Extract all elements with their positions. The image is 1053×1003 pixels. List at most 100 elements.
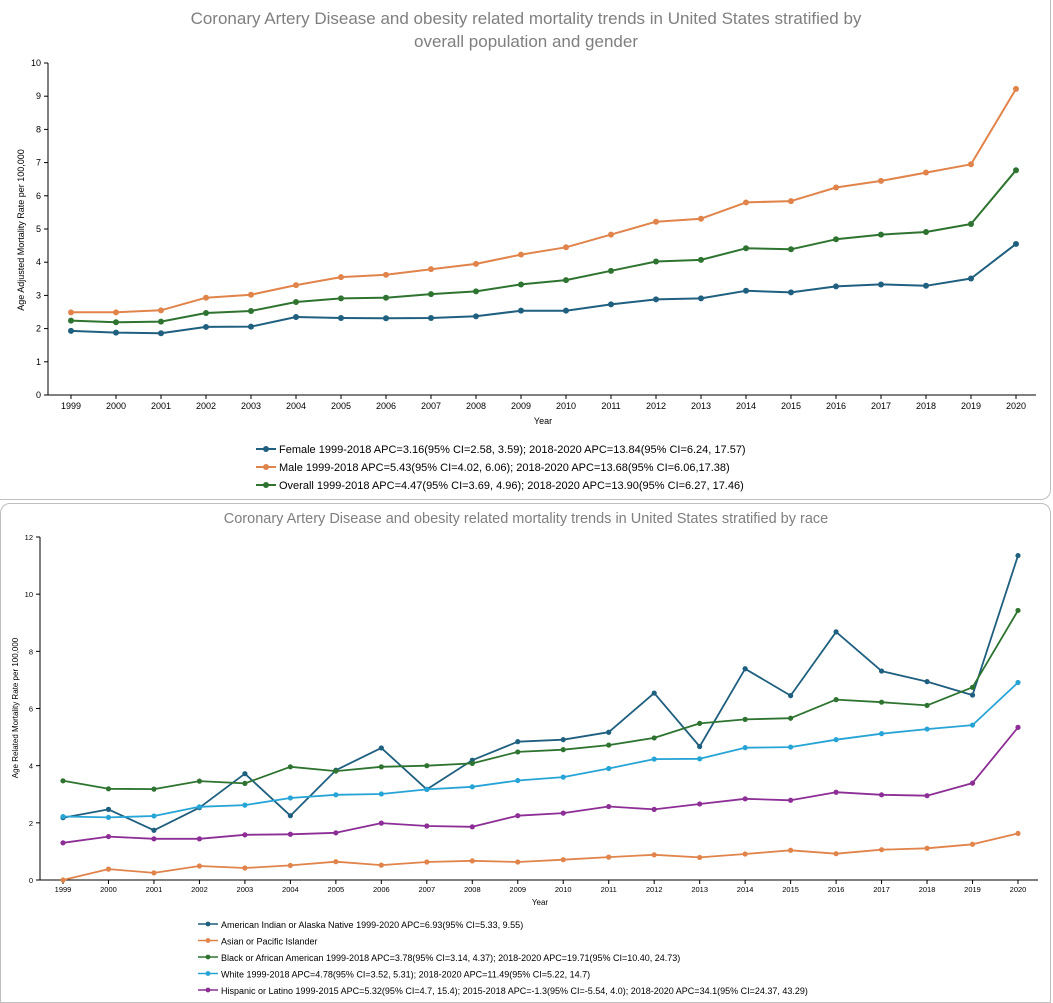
y-tick-label: 9 — [36, 91, 41, 101]
data-point-female — [743, 287, 749, 294]
legend-swatch-marker — [205, 921, 211, 927]
data-point-api — [833, 851, 839, 857]
data-point-female — [338, 314, 344, 321]
data-point-male — [293, 282, 299, 289]
legend-swatch-marker — [205, 938, 211, 943]
data-point-female — [473, 313, 479, 320]
data-point-overall — [1013, 167, 1019, 174]
data-point-hispanic — [697, 801, 703, 807]
x-tick-label: 2003 — [241, 401, 261, 411]
data-point-aian — [105, 806, 112, 812]
data-point-aian — [924, 679, 930, 685]
data-point-overall — [428, 291, 434, 298]
series-line-overall — [70, 169, 1017, 324]
data-point-black — [651, 735, 657, 741]
data-point-overall — [473, 288, 479, 295]
data-point-overall — [203, 309, 209, 316]
data-point-hispanic — [378, 820, 384, 826]
data-point-black — [833, 697, 839, 703]
data-point-male — [923, 169, 929, 176]
data-point-white — [242, 802, 248, 808]
data-point-aian — [1015, 552, 1021, 559]
x-axis-title-top: Year — [534, 416, 552, 426]
x-tick-label: 2004 — [286, 401, 306, 411]
x-tick-label: 2012 — [646, 885, 663, 894]
data-point-male — [653, 218, 659, 225]
x-tick-label: 2007 — [421, 401, 441, 411]
y-tick-label: 12 — [25, 533, 33, 542]
data-point-black — [1015, 607, 1021, 614]
x-tick-label: 2015 — [781, 401, 801, 411]
data-point-black — [151, 786, 157, 792]
x-tick-label: 2014 — [737, 885, 754, 894]
y-tick-label: 5 — [36, 224, 41, 234]
x-tick-label: 2010 — [556, 401, 576, 411]
data-point-api — [378, 862, 384, 868]
legend-item-overall: Overall 1999-2018 APC=4.47(95% CI=3.69, … — [256, 480, 744, 492]
series-hispanic — [60, 724, 1021, 846]
chart-title-race: Coronary Artery Disease and obesity rela… — [224, 511, 828, 527]
data-point-male — [608, 231, 614, 238]
legend-swatch-marker — [205, 954, 211, 960]
data-point-black — [924, 702, 930, 708]
x-tick-label: 2017 — [871, 401, 891, 411]
data-point-female — [698, 295, 704, 302]
data-point-male — [518, 251, 524, 258]
data-point-white — [151, 813, 157, 819]
y-tick-label: 4 — [36, 257, 41, 267]
x-tick-label: 1999 — [55, 885, 72, 894]
data-point-black — [788, 715, 794, 721]
data-point-overall — [563, 277, 569, 284]
legend-gender: Female 1999-2018 APC=3.16(95% CI=2.58, 3… — [256, 444, 746, 492]
data-point-female — [968, 275, 974, 282]
data-point-hispanic — [651, 806, 657, 812]
x-tick-label: 2001 — [151, 401, 171, 411]
data-point-white — [697, 756, 703, 762]
data-point-female — [293, 313, 299, 320]
data-point-aian — [287, 813, 293, 819]
legend-swatch-marker — [205, 971, 211, 976]
data-point-overall — [968, 221, 974, 228]
data-point-overall — [158, 318, 164, 325]
series-line-female — [70, 243, 1017, 335]
x-tick-label: 2005 — [328, 885, 345, 894]
data-point-male — [113, 309, 119, 316]
legend-label: Female 1999-2018 APC=3.16(95% CI=2.58, 3… — [279, 444, 746, 456]
y-tick-label: 2 — [36, 324, 41, 334]
data-point-male — [158, 307, 164, 314]
x-tick-label: 2008 — [466, 401, 486, 411]
data-point-hispanic — [469, 824, 475, 830]
legend-label: Asian or Pacific Islander — [221, 937, 318, 947]
x-tick-label: 2003 — [237, 885, 254, 894]
series-male — [68, 85, 1019, 316]
series-aian — [60, 552, 1021, 833]
data-point-black — [60, 778, 66, 784]
x-tick-label: 2020 — [1006, 401, 1026, 411]
data-point-female — [68, 327, 74, 334]
data-point-overall — [653, 258, 659, 265]
data-point-male — [833, 184, 839, 191]
data-point-white — [333, 792, 339, 798]
data-point-hispanic — [1015, 724, 1021, 730]
chart-panel-race — [0, 503, 1051, 1003]
data-point-male — [203, 294, 209, 301]
data-point-black — [287, 764, 293, 770]
data-point-api — [333, 859, 339, 865]
x-tick-label: 2014 — [736, 401, 756, 411]
x-tick-label: 1999 — [61, 401, 81, 411]
y-tick-label: 10 — [25, 590, 33, 599]
data-point-black — [424, 763, 430, 769]
series-line-male — [71, 88, 1017, 314]
data-point-overall — [608, 267, 614, 274]
data-point-api — [469, 858, 475, 864]
data-point-api — [788, 847, 794, 853]
legend-item-male: Male 1999-2018 APC=5.43(95% CI=4.02, 6.0… — [256, 462, 730, 474]
data-point-hispanic — [333, 830, 339, 836]
data-point-hispanic — [788, 797, 794, 803]
data-point-api — [287, 862, 293, 869]
data-point-female — [878, 281, 884, 288]
series-api — [60, 830, 1021, 883]
data-point-black — [878, 699, 885, 705]
data-point-hispanic — [924, 793, 930, 799]
